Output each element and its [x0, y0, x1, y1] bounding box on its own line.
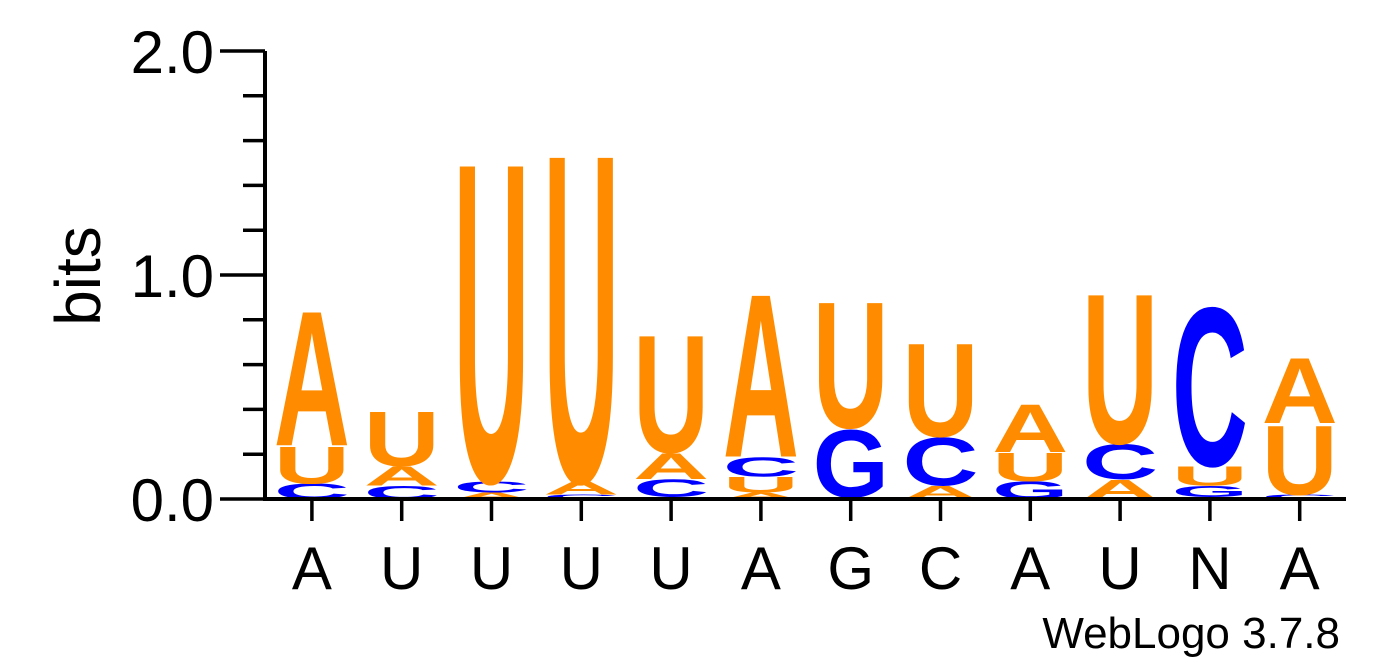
- logo-letter-u-pos-10: U: [1082, 249, 1158, 489]
- logo-letter-u-pos-4: U: [543, 57, 619, 581]
- logo-letter-a-pos-3: A: [454, 491, 530, 501]
- logo-letter-c-pos-11: C: [1172, 260, 1248, 514]
- axes: [220, 49, 1346, 521]
- x-tick-label: A: [1280, 535, 1320, 602]
- logo-letter-a-pos-1: A: [274, 270, 350, 486]
- x-tick-label: C: [919, 535, 962, 602]
- x-tick-label: U: [1098, 535, 1141, 602]
- logo-letter-a-pos-9: A: [992, 390, 1068, 466]
- x-tick-label: U: [560, 535, 603, 602]
- x-tick-label: U: [380, 535, 423, 602]
- x-tick-label: U: [470, 535, 513, 602]
- y-axis-label: bits: [42, 226, 114, 326]
- logo-letter-a-pos-6: A: [723, 491, 799, 501]
- logo-letter-a-pos-2: A: [364, 460, 440, 491]
- logo-letter-a-pos-12: A: [1262, 339, 1338, 443]
- logo-letter-a-pos-5: A: [633, 445, 709, 487]
- logo-letter-a-pos-6: A: [723, 246, 799, 506]
- logo-letter-u-pos-11: U: [1172, 460, 1248, 491]
- x-tick-label: A: [292, 535, 332, 602]
- logo-letter-g-pos-11: G: [1172, 483, 1248, 500]
- logo-letter-u-pos-5: U: [633, 300, 709, 488]
- logo-letter-u-pos-3: U: [454, 69, 530, 579]
- logo-letter-u-pos-9: U: [992, 445, 1068, 490]
- logo-letter-c-pos-12: C: [1262, 493, 1338, 500]
- logo-letter-u-pos-2: U: [364, 395, 440, 482]
- logo-letter-c-pos-8: C: [903, 424, 979, 500]
- logo-letter-c-pos-6: C: [723, 452, 799, 483]
- logo-letter-c-pos-10: C: [1082, 434, 1158, 490]
- letter-stacks: CUACAUACUCAUACAUAUCAAGUACUGUAACUAGUCCUA: [274, 57, 1338, 581]
- logo-letter-c-pos-4: C: [543, 493, 619, 500]
- y-tick-labels: 0.0 1.0 2.0: [131, 19, 214, 534]
- logo-letter-u-pos-7: U: [813, 265, 889, 467]
- weblogo-credit: WebLogo 3.7.8: [1042, 609, 1340, 658]
- y-tick-label: 1.0: [131, 243, 214, 310]
- x-tick-label: U: [649, 535, 692, 602]
- y-tick-label: 0.0: [131, 467, 214, 534]
- x-tick-label: A: [741, 535, 781, 602]
- logo-letter-u-pos-6: U: [723, 473, 799, 497]
- x-tick-label: G: [827, 535, 874, 602]
- x-tick-label: N: [1188, 535, 1231, 602]
- logo-letter-c-pos-3: C: [454, 478, 530, 495]
- logo-letter-u-pos-1: U: [274, 436, 350, 495]
- logo-letter-a-pos-4: A: [543, 478, 619, 499]
- logo-letter-u-pos-8: U: [903, 315, 979, 465]
- y-tick-label: 2.0: [131, 19, 214, 86]
- x-tick-label: A: [1010, 535, 1050, 602]
